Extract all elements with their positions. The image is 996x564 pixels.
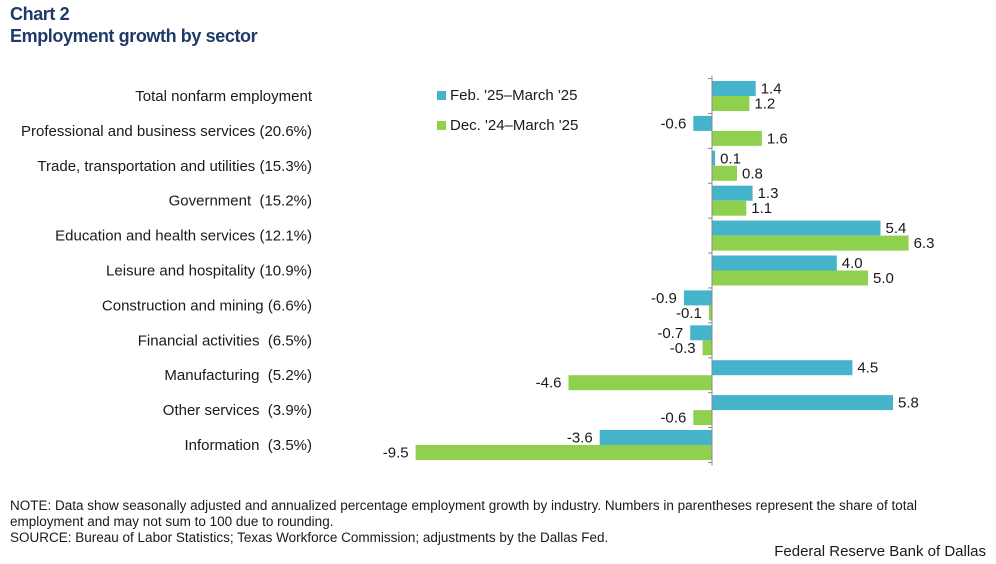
chart-notes: NOTE: Data show seasonally adjusted and … bbox=[10, 498, 985, 546]
bar-series-2 bbox=[702, 340, 712, 356]
bar-series-1 bbox=[599, 430, 712, 445]
data-label-series-2: 1.6 bbox=[767, 130, 788, 147]
bar-series-1 bbox=[712, 255, 837, 271]
bar-series-2 bbox=[693, 410, 712, 426]
bar-series-2 bbox=[712, 130, 762, 146]
legend-label-series-1: Feb. '25–March '25 bbox=[450, 87, 577, 104]
data-label-series-2: 1.2 bbox=[754, 96, 775, 113]
bar-series-2 bbox=[712, 96, 750, 111]
data-label-series-2: -0.1 bbox=[676, 305, 702, 322]
bar-series-2 bbox=[415, 445, 712, 460]
legend-swatch-series-1 bbox=[437, 91, 446, 100]
data-label-series-2: -9.5 bbox=[383, 445, 409, 462]
bar-chart: Total nonfarm employment 1.41.2 Profession… bbox=[21, 75, 935, 466]
chart-title: Employment growth by sector bbox=[10, 26, 258, 46]
legend-swatch-series-2 bbox=[437, 121, 446, 130]
data-label-series-1: 4.5 bbox=[857, 360, 878, 377]
bar-series-2 bbox=[712, 200, 747, 216]
data-label-series-1: 1.3 bbox=[758, 185, 779, 202]
bar-series-1 bbox=[712, 150, 716, 166]
data-label-series-2: -0.3 bbox=[670, 340, 696, 357]
bar-series-1 bbox=[712, 395, 893, 411]
data-label-series-1: -0.9 bbox=[651, 290, 677, 307]
category-label: Professional and business services (20.6… bbox=[21, 123, 312, 140]
data-label-series-2: 1.1 bbox=[751, 200, 772, 217]
bar-series-2 bbox=[712, 235, 909, 251]
category-label: Financial activities (6.5%) bbox=[138, 332, 312, 349]
bar-series-1 bbox=[690, 325, 712, 341]
category-label: Government (15.2%) bbox=[169, 193, 312, 210]
data-label-series-2: 0.8 bbox=[742, 165, 763, 182]
bar-series-1 bbox=[712, 81, 756, 96]
bar-series-1 bbox=[712, 360, 853, 376]
bar-series-2 bbox=[712, 270, 868, 286]
category-label: Trade, transportation and utilities (15.… bbox=[37, 158, 312, 175]
data-label-series-1: 5.8 bbox=[898, 395, 919, 412]
legend-label-series-2: Dec. '24–March '25 bbox=[450, 117, 578, 134]
data-label-series-1: -0.6 bbox=[660, 115, 686, 132]
category-label: Total nonfarm employment bbox=[135, 88, 313, 105]
category-label: Other services (3.9%) bbox=[163, 402, 312, 419]
data-label-series-1: 4.0 bbox=[842, 255, 863, 272]
category-label: Leisure and hospitality (10.9%) bbox=[106, 263, 312, 280]
category-label: Education and health services (12.1%) bbox=[55, 228, 312, 245]
data-label-series-2: -4.6 bbox=[536, 375, 562, 392]
bar-series-1 bbox=[712, 220, 881, 236]
data-label-series-2: 6.3 bbox=[914, 235, 935, 252]
data-label-series-2: 5.0 bbox=[873, 270, 894, 287]
data-label-series-1: 5.4 bbox=[886, 220, 907, 237]
chart-title-block: Chart 2 Employment growth by sector bbox=[10, 3, 258, 47]
bar-series-1 bbox=[712, 185, 753, 201]
bar-series-2 bbox=[712, 165, 737, 181]
bar-series-1 bbox=[683, 290, 712, 306]
note-text: NOTE: Data show seasonally adjusted and … bbox=[10, 498, 918, 529]
category-label: Information (3.5%) bbox=[184, 437, 312, 454]
category-label: Manufacturing (5.2%) bbox=[164, 367, 312, 384]
bar-series-2 bbox=[568, 375, 712, 391]
data-label-series-2: -0.6 bbox=[660, 410, 686, 427]
data-label-series-1: -3.6 bbox=[567, 430, 593, 447]
chart-number: Chart 2 bbox=[10, 4, 70, 24]
data-label-series-1: 1.4 bbox=[761, 81, 782, 98]
category-label: Construction and mining (6.6%) bbox=[102, 297, 312, 314]
bar-series-2 bbox=[708, 305, 712, 321]
credit-text: Federal Reserve Bank of Dallas bbox=[774, 543, 986, 560]
bar-series-1 bbox=[693, 115, 712, 131]
data-label-series-1: -0.7 bbox=[657, 325, 683, 342]
source-text: SOURCE: Bureau of Labor Statistics; Texa… bbox=[10, 530, 609, 545]
data-label-series-1: 0.1 bbox=[720, 150, 741, 167]
